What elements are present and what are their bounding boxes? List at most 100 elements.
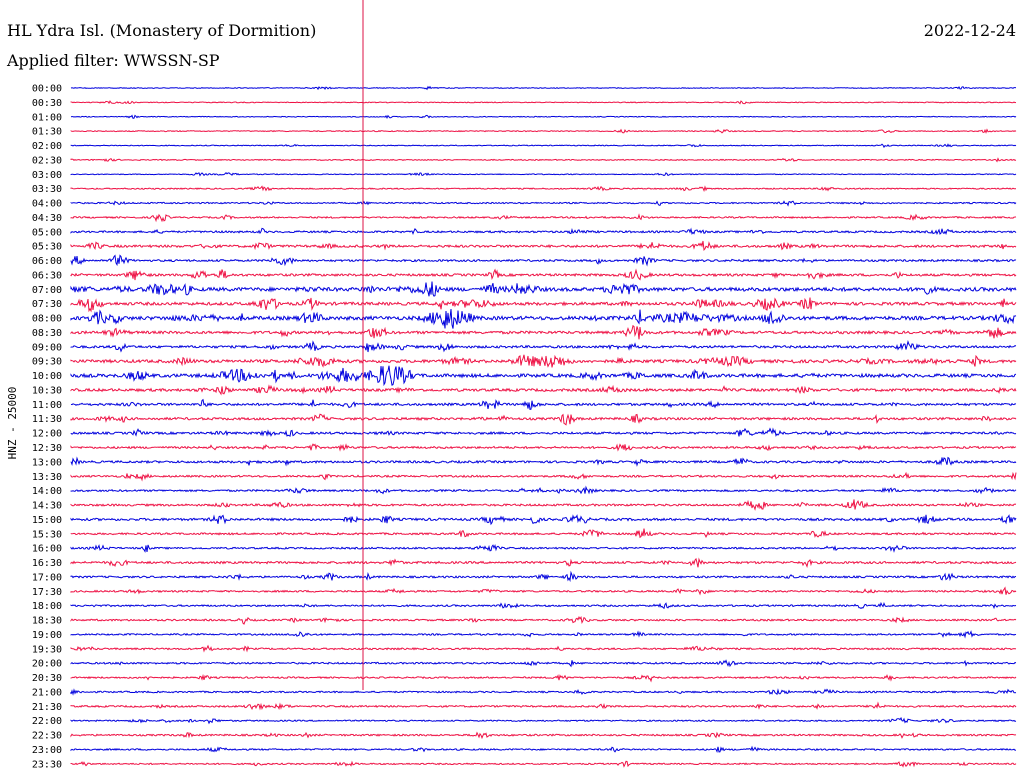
trace-0900 xyxy=(70,340,1017,353)
time-tick-label: 16:00 xyxy=(32,544,62,555)
time-tick-label: 09:30 xyxy=(32,357,62,368)
time-tick-label: 02:00 xyxy=(32,141,62,152)
seismic-traces xyxy=(70,85,1017,768)
y-axis-label: HNZ - 25000 xyxy=(6,387,19,460)
trace-1800 xyxy=(70,601,1017,610)
time-tick-label: 12:00 xyxy=(32,429,62,440)
time-tick-label: 01:00 xyxy=(32,112,62,123)
time-tick-label: 18:30 xyxy=(32,616,62,627)
trace-1700 xyxy=(70,570,1017,583)
trace-1530 xyxy=(70,528,1017,539)
time-tick-label: 18:00 xyxy=(32,601,62,612)
time-tick-label: 17:00 xyxy=(32,572,62,583)
trace-0430 xyxy=(70,213,1017,223)
time-tick-label: 04:30 xyxy=(32,213,62,224)
time-tick-label: 05:30 xyxy=(32,242,62,253)
trace-1230 xyxy=(70,443,1017,452)
time-tick-label: 00:00 xyxy=(32,84,62,95)
filter-label: Applied filter: WWSSN-SP xyxy=(6,51,220,70)
time-tick-label: 08:00 xyxy=(32,314,62,325)
trace-1000 xyxy=(70,365,1017,387)
time-tick-label: 07:00 xyxy=(32,285,62,296)
trace-2200 xyxy=(70,716,1017,725)
trace-0700 xyxy=(70,281,1017,297)
time-tick-label: 13:00 xyxy=(32,457,62,468)
trace-1830 xyxy=(70,615,1017,625)
trace-0330 xyxy=(70,185,1016,192)
time-tick-label: 19:00 xyxy=(32,630,62,641)
time-tick-label: 06:30 xyxy=(32,270,62,281)
time-tick-label: 14:30 xyxy=(32,501,62,512)
time-tick-label: 08:30 xyxy=(32,328,62,339)
trace-0930 xyxy=(70,354,1017,368)
trace-1330 xyxy=(70,471,1017,482)
trace-0400 xyxy=(70,200,1017,207)
time-tick-label: 19:30 xyxy=(32,644,62,655)
trace-1430 xyxy=(70,499,1017,511)
time-tick-label: 14:00 xyxy=(32,486,62,497)
trace-0300 xyxy=(70,171,1017,177)
trace-2000 xyxy=(70,659,1017,668)
time-tick-label: 23:00 xyxy=(32,745,62,756)
trace-1500 xyxy=(70,514,1017,526)
trace-0630 xyxy=(70,268,1017,281)
time-tick-label: 23:30 xyxy=(32,759,62,770)
trace-0030 xyxy=(70,100,1017,105)
trace-1100 xyxy=(70,398,1017,410)
time-tick-label: 15:30 xyxy=(32,529,62,540)
trace-0000 xyxy=(70,85,1017,91)
date-label: 2022-12-24 xyxy=(924,21,1016,40)
time-tick-label: 09:00 xyxy=(32,342,62,353)
time-tick-label: 02:30 xyxy=(32,155,62,166)
time-tick-label: 11:30 xyxy=(32,414,62,425)
trace-1600 xyxy=(70,543,1017,553)
trace-1300 xyxy=(70,456,1017,467)
trace-2130 xyxy=(70,701,1017,711)
time-tick-label: 06:00 xyxy=(32,256,62,267)
trace-0230 xyxy=(70,157,1017,163)
trace-1130 xyxy=(70,413,1017,426)
trace-1400 xyxy=(70,485,1017,495)
trace-0530 xyxy=(70,240,1017,251)
time-tick-label: 13:30 xyxy=(32,472,62,483)
time-tick-label: 01:30 xyxy=(32,127,62,138)
time-tick-label: 05:00 xyxy=(32,227,62,238)
time-tick-label: 07:30 xyxy=(32,299,62,310)
trace-0500 xyxy=(70,227,1017,235)
time-tick-label: 10:00 xyxy=(32,371,62,382)
trace-1930 xyxy=(70,644,1017,653)
time-tick-label: 03:00 xyxy=(32,170,62,181)
trace-0200 xyxy=(70,143,1017,149)
trace-2230 xyxy=(70,731,1017,740)
trace-1630 xyxy=(70,557,1017,569)
time-tick-label: 21:30 xyxy=(32,702,62,713)
time-tick-label: 20:30 xyxy=(32,673,62,684)
trace-1030 xyxy=(70,384,1017,396)
time-tick-label: 22:00 xyxy=(32,716,62,727)
time-tick-label: 17:30 xyxy=(32,587,62,598)
trace-0100 xyxy=(70,114,1017,120)
trace-0130 xyxy=(70,128,1017,134)
time-tick-label: 15:00 xyxy=(32,515,62,526)
time-tick-label: 04:00 xyxy=(32,199,62,210)
time-tick-label: 20:00 xyxy=(32,659,62,670)
trace-0830 xyxy=(70,324,1017,340)
time-tick-label: 00:30 xyxy=(32,98,62,109)
trace-2330 xyxy=(70,760,1017,768)
time-tick-label: 11:00 xyxy=(32,400,62,411)
time-tick-label: 16:30 xyxy=(32,558,62,569)
trace-1730 xyxy=(70,586,1017,596)
time-tick-label: 22:30 xyxy=(32,731,62,742)
trace-0800 xyxy=(70,308,1017,329)
trace-0600 xyxy=(70,254,1017,267)
trace-2100 xyxy=(70,688,1017,696)
trace-0730 xyxy=(70,297,1017,313)
trace-2300 xyxy=(70,745,1017,754)
time-tick-label: 10:30 xyxy=(32,385,62,396)
trace-1200 xyxy=(70,427,1017,437)
time-tick-label: 03:30 xyxy=(32,184,62,195)
trace-2030 xyxy=(70,673,1017,683)
trace-1900 xyxy=(70,630,1017,639)
time-tick-label: 21:00 xyxy=(32,687,62,698)
